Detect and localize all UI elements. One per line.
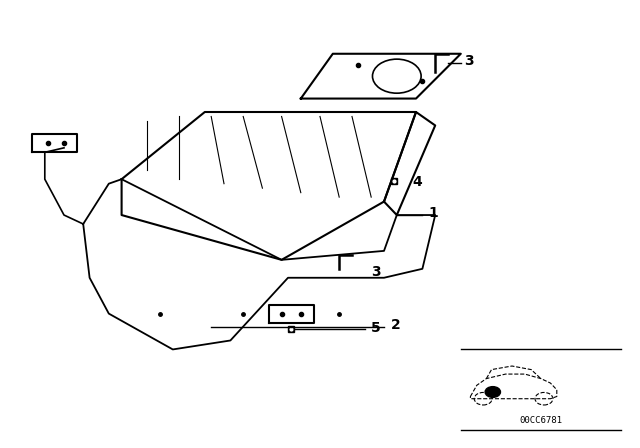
Text: 3: 3 <box>464 54 474 68</box>
Text: 2: 2 <box>390 318 400 332</box>
Circle shape <box>485 387 500 397</box>
Text: 1: 1 <box>429 206 438 220</box>
Text: 00CC6781: 00CC6781 <box>519 416 563 425</box>
Text: 5: 5 <box>371 320 381 335</box>
Text: 4: 4 <box>413 175 422 189</box>
Text: 3: 3 <box>371 264 381 279</box>
